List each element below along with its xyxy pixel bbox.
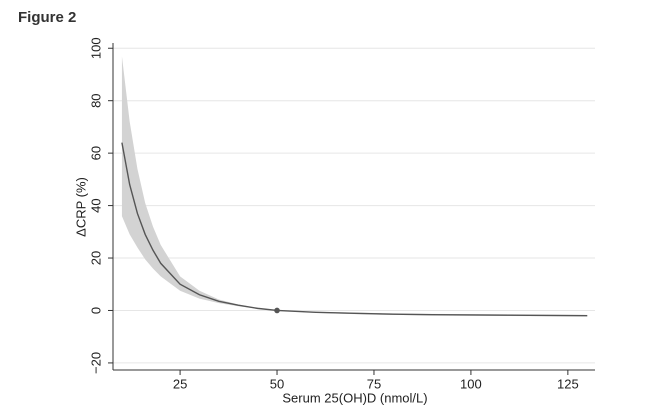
x-tick-label: 25 bbox=[173, 376, 187, 391]
x-tick-label: 75 bbox=[367, 376, 381, 391]
y-tick-label: 40 bbox=[88, 198, 103, 212]
y-tick-label: 0 bbox=[88, 307, 103, 314]
y-axis-label: ΔCRP (%) bbox=[73, 177, 88, 237]
confidence-band bbox=[121, 56, 588, 317]
y-tick-label: 20 bbox=[88, 251, 103, 265]
y-tick-label: 60 bbox=[88, 146, 103, 160]
x-tick-label: 100 bbox=[460, 376, 482, 391]
x-tick-label: 125 bbox=[557, 376, 579, 391]
chart-title: Figure 2 bbox=[18, 9, 76, 26]
x-axis-label: Serum 25(OH)D (nmol/L) bbox=[282, 390, 427, 405]
y-tick-label: −20 bbox=[88, 352, 103, 374]
x-tick-label: 50 bbox=[270, 376, 284, 391]
y-tick-label: 100 bbox=[88, 37, 103, 59]
y-tick-label: 80 bbox=[88, 93, 103, 107]
line bbox=[121, 142, 588, 317]
reference-point bbox=[274, 307, 280, 314]
